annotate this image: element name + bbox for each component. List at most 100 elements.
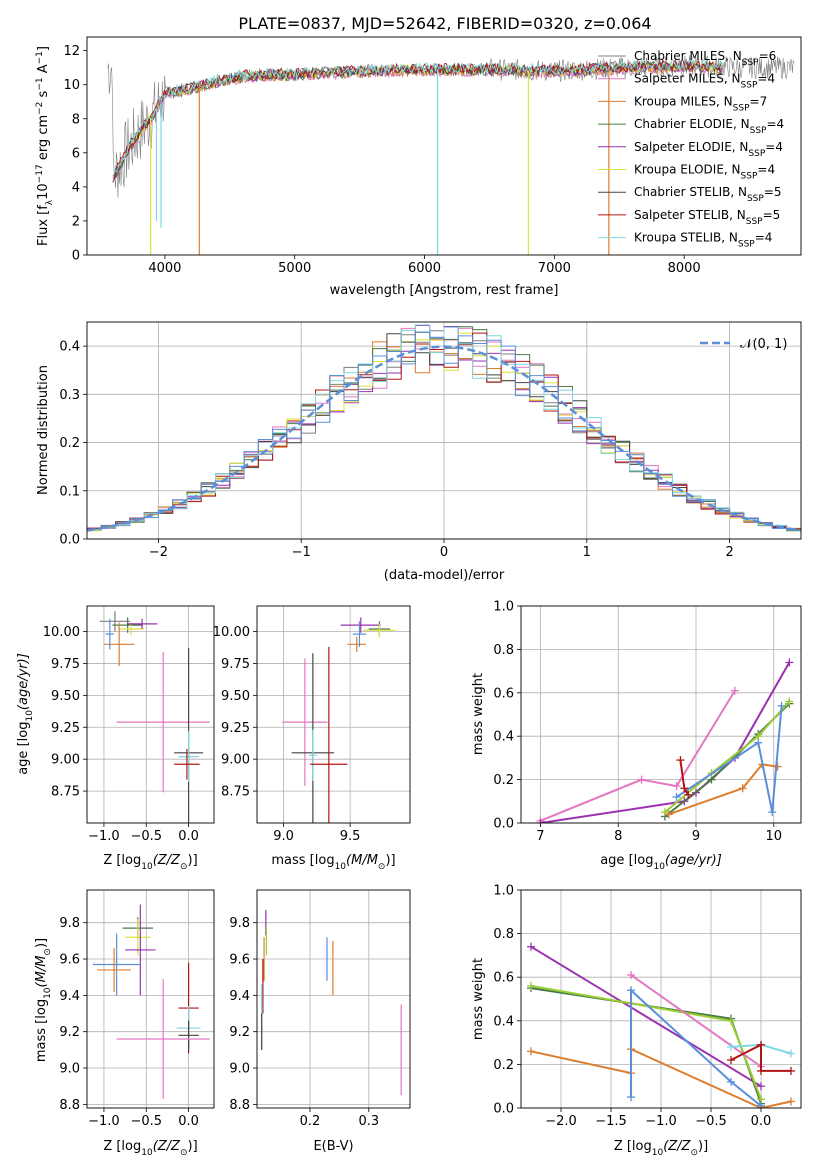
residuals-ylabel: Normed distribution bbox=[36, 365, 51, 495]
spectrum-frame bbox=[86, 36, 802, 256]
model-spectrum bbox=[112, 61, 723, 183]
weight_vs_age-lines bbox=[536, 658, 794, 823]
y-tick-label: 0.8 bbox=[493, 927, 514, 942]
weight_vs_age-xlabel: age [log10(age/yr)] bbox=[600, 853, 722, 872]
y-tick-label: 10.00 bbox=[43, 625, 80, 640]
x-tick-label: −1.0 bbox=[88, 829, 120, 844]
age_vs_z-axes: −1.0 −0.5 0.0 8.75 9.00 9.25 9.50 9.75 10.00 bbox=[43, 606, 214, 844]
x-tick-label: 0.2 bbox=[300, 1114, 321, 1129]
y-tick-label: 9.50 bbox=[51, 689, 80, 704]
y-tick-label: 8.75 bbox=[51, 785, 80, 800]
y-tick-label: 0.6 bbox=[493, 971, 514, 986]
mass_vs_z-points bbox=[92, 904, 210, 1099]
mass_vs_z-ylabel: mass [log10(M/M⊙)] bbox=[34, 938, 53, 1062]
x-tick-label: 6000 bbox=[408, 261, 441, 276]
normal-curve bbox=[87, 345, 801, 532]
mass_vs_ebv-points bbox=[261, 909, 402, 1096]
y-tick-label: 0.2 bbox=[59, 436, 80, 451]
age_vs_z-points bbox=[99, 611, 210, 823]
y-tick-label: 9.25 bbox=[51, 721, 80, 736]
y-tick-label: 10.00 bbox=[213, 625, 250, 640]
x-tick-label: 9.5 bbox=[340, 829, 361, 844]
weight-line bbox=[730, 1043, 791, 1072]
y-tick-label: 9.00 bbox=[221, 753, 250, 768]
weight_vs_z-ylabel: mass weight bbox=[471, 958, 486, 1040]
y-tick-label: 8.8 bbox=[229, 1098, 250, 1113]
residuals-frame bbox=[86, 321, 802, 540]
y-tick-label: 0.8 bbox=[493, 643, 514, 658]
y-tick-label: 9.2 bbox=[59, 1025, 80, 1040]
spectrum-lines bbox=[107, 54, 795, 255]
residuals-xlabel: (data-model)/error bbox=[384, 568, 505, 583]
weight-line bbox=[630, 988, 762, 1107]
x-tick-label: 0.0 bbox=[751, 1114, 772, 1129]
age_vs_mass-axes: 9.0 9.5 8.75 9.00 9.25 9.50 9.75 10.00 bbox=[213, 606, 410, 844]
x-tick-label: 0 bbox=[440, 545, 448, 560]
y-tick-label: 9.8 bbox=[229, 916, 250, 931]
legend-entry: Kroupa ELODIE, NSSP=4 bbox=[634, 163, 775, 182]
weight_vs_age-ylabel: mass weight bbox=[471, 673, 486, 755]
weight-line bbox=[630, 974, 762, 1068]
age_vs_mass-frame bbox=[256, 605, 411, 824]
legend-entry: Chabrier STELIB, NSSP=5 bbox=[634, 185, 782, 204]
spectrum-ylabel: Flux [fλ10−17 erg cm−2 s−1 A−1] bbox=[35, 46, 55, 246]
age_vs_mass-xlabel: mass [log10(M/M⊙)] bbox=[271, 853, 395, 872]
model-spectrum bbox=[112, 58, 723, 180]
mass_vs_ebv-xlabel: E(B-V) bbox=[313, 1139, 353, 1154]
x-tick-label: −1 bbox=[292, 545, 311, 560]
model-spectrum bbox=[112, 60, 723, 178]
x-tick-label: 10 bbox=[766, 829, 783, 844]
y-tick-label: 0.2 bbox=[493, 773, 514, 788]
y-tick-label: 0.1 bbox=[59, 484, 80, 499]
y-tick-label: 0.4 bbox=[59, 340, 80, 355]
model-spectrum bbox=[112, 59, 723, 177]
y-tick-label: 8 bbox=[72, 112, 80, 127]
weight-line bbox=[540, 661, 791, 823]
y-tick-label: 0.4 bbox=[493, 730, 514, 745]
weight-line bbox=[668, 763, 778, 816]
y-tick-label: 9.50 bbox=[221, 689, 250, 704]
y-tick-label: 1.0 bbox=[493, 884, 514, 899]
y-tick-label: 9.25 bbox=[221, 721, 250, 736]
age_vs_z-xlabel: Z [log10(Z/Z⊙)] bbox=[103, 853, 197, 872]
legend-entry: Salpeter ELODIE, NSSP=4 bbox=[634, 140, 783, 159]
x-tick-label: −1.0 bbox=[88, 1114, 120, 1129]
legend-entry: Salpeter MILES, NSSP=4 bbox=[634, 72, 775, 91]
weight_vs_age-frame bbox=[520, 605, 802, 824]
x-tick-label: 9 bbox=[692, 829, 700, 844]
weight-line bbox=[530, 945, 762, 1088]
y-tick-label: 12 bbox=[63, 44, 80, 59]
weight-line bbox=[540, 690, 736, 822]
y-tick-label: 9.6 bbox=[229, 953, 250, 968]
y-tick-label: 4 bbox=[72, 180, 80, 195]
x-tick-label: 7000 bbox=[538, 261, 571, 276]
x-tick-label: 1 bbox=[583, 545, 591, 560]
legend-entry: Salpeter STELIB, NSSP=5 bbox=[634, 208, 780, 227]
x-tick-label: 5000 bbox=[278, 261, 311, 276]
age_vs_z-frame bbox=[86, 605, 215, 824]
legend-entry: Kroupa STELIB, NSSP=4 bbox=[634, 231, 772, 250]
mass_vs_z-frame bbox=[86, 889, 215, 1109]
y-tick-label: 9.0 bbox=[229, 1062, 250, 1077]
x-tick-label: 2 bbox=[725, 545, 733, 560]
y-tick-label: 9.0 bbox=[59, 1062, 80, 1077]
y-tick-label: 0 bbox=[72, 249, 80, 264]
y-tick-label: 0.3 bbox=[59, 388, 80, 403]
mass_vs_z-axes: −1.0 −0.5 0.0 8.8 9.0 9.2 9.4 9.6 9.8 bbox=[59, 890, 214, 1129]
x-tick-label: 0.3 bbox=[358, 1114, 379, 1129]
legend-entry: 𝒩(0, 1) bbox=[740, 337, 787, 352]
legend-entry: Chabrier ELODIE, NSSP=4 bbox=[634, 117, 784, 136]
weight_vs_z-xlabel: Z [log10(Z/Z⊙)] bbox=[614, 1139, 708, 1158]
x-tick-label: −2.0 bbox=[545, 1114, 577, 1129]
y-tick-label: 0.6 bbox=[493, 686, 514, 701]
y-tick-label: 8.75 bbox=[221, 785, 250, 800]
residual-histograms bbox=[87, 324, 801, 532]
y-tick-label: 6 bbox=[72, 146, 80, 161]
mass_vs_ebv-frame bbox=[256, 889, 411, 1109]
y-tick-label: 0.0 bbox=[493, 1102, 514, 1117]
legend-entry: Kroupa MILES, NSSP=7 bbox=[634, 94, 767, 113]
x-tick-label: 8 bbox=[614, 829, 622, 844]
x-tick-label: −0.5 bbox=[130, 829, 162, 844]
y-tick-label: 9.00 bbox=[51, 753, 80, 768]
